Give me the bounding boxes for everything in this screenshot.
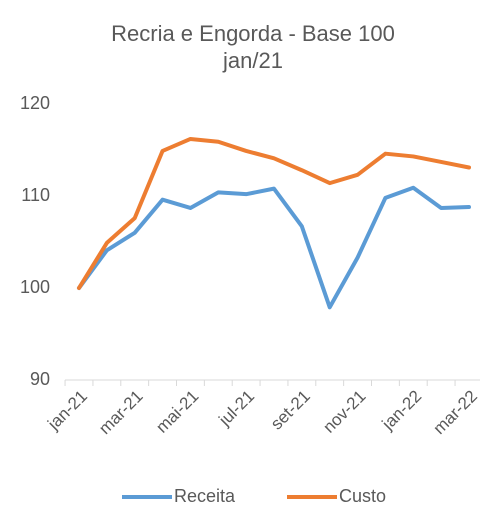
x-tick-label: mar-22: [429, 387, 480, 439]
x-tick-label: set-21: [267, 387, 314, 434]
y-tick-label: 100: [20, 277, 50, 297]
line-series: [77, 136, 471, 290]
x-tick-label: mar-21: [95, 387, 147, 439]
chart-title: Recria e Engorda - Base 100: [111, 21, 395, 46]
y-tick-label: 110: [21, 185, 50, 205]
y-tick-label: 120: [20, 93, 50, 113]
x-tick-label: mai-21: [152, 387, 202, 437]
legend-label: Receita: [174, 486, 236, 506]
chart-title: jan/21: [222, 48, 283, 73]
x-tick-label: jul-21: [215, 387, 259, 431]
legend-label: Custo: [339, 486, 386, 506]
y-tick-label: 90: [30, 369, 50, 389]
x-tick-label: jan-21: [43, 387, 91, 435]
x-tick-label: nov-21: [319, 387, 369, 437]
x-tick-label: jan-22: [378, 387, 426, 435]
line-series: [77, 185, 471, 310]
